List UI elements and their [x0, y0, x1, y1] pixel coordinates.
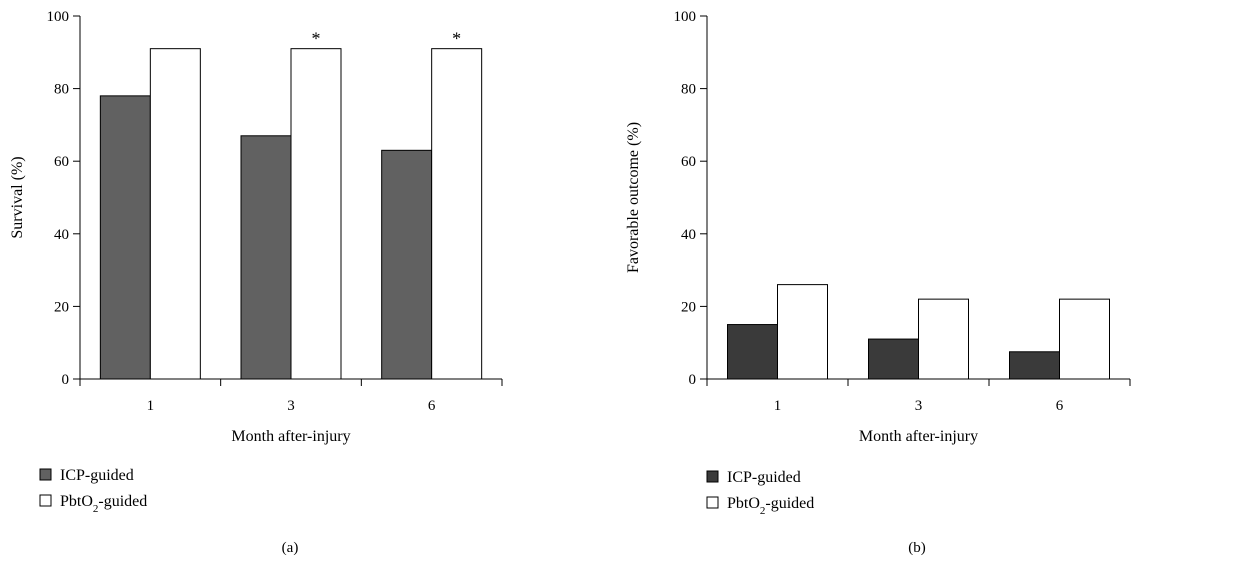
- panel-label: (a): [282, 540, 299, 556]
- x-tick-label: 6: [1056, 398, 1064, 414]
- bar-icp-month-1: [99, 95, 151, 380]
- bar-icp-month-3: [868, 338, 919, 380]
- x-axis-title: Month after-injury: [231, 428, 350, 445]
- legend-swatch: [39, 468, 52, 481]
- bar-pbto2-month-6: [431, 48, 483, 380]
- x-tick-label: 3: [915, 398, 923, 414]
- legend-label: PbtO2-guided: [60, 493, 147, 515]
- x-tick-label: 6: [428, 398, 436, 414]
- significance-marker: *: [452, 29, 461, 49]
- bar-icp-month-6: [1009, 351, 1060, 380]
- legend-swatch: [706, 496, 719, 509]
- bar-icp-month-6: [381, 149, 433, 380]
- legend-label: ICP-guided: [727, 469, 801, 486]
- bar-pbto2-month-1: [777, 284, 828, 380]
- y-tick-label: 20: [54, 299, 69, 315]
- bar-pbto2-month-3: [918, 298, 969, 380]
- x-tick-label: 1: [774, 398, 782, 414]
- y-axis-title: Survival (%): [9, 156, 26, 238]
- y-tick-label: 0: [62, 372, 70, 388]
- panel-label: (b): [908, 540, 926, 556]
- chart-panel-a: 0 20 40 60 80 100 1 3 6 * * Month after-injury Survi…: [9, 9, 503, 556]
- x-tick-label: 3: [287, 398, 295, 414]
- bar-pbto2-month-3: [290, 48, 342, 380]
- significance-marker: *: [312, 29, 321, 49]
- y-tick-label: 80: [54, 82, 69, 98]
- y-tick-label: 40: [681, 227, 696, 243]
- legend-label: ICP-guided: [60, 467, 134, 484]
- y-tick-label: 100: [674, 9, 697, 25]
- legend: ICP-guided PbtO2-guided: [39, 467, 147, 515]
- bar-pbto2-month-1: [149, 48, 201, 380]
- legend-swatch: [39, 494, 52, 507]
- chart-panel-b: 0 20 40 60 80 100 1 3 6 Month after-injury Favorab…: [625, 9, 1131, 556]
- y-tick-label: 60: [54, 154, 69, 170]
- bar-icp-month-1: [727, 324, 778, 380]
- bar-icp-month-3: [240, 135, 292, 380]
- y-tick-label: 40: [54, 227, 69, 243]
- legend-label: PbtO2-guided: [727, 495, 814, 517]
- y-tick-label: 0: [689, 372, 697, 388]
- y-tick-label: 60: [681, 154, 696, 170]
- y-tick-label: 20: [681, 299, 696, 315]
- y-tick-label: 100: [47, 9, 70, 25]
- x-axis-title: Month after-injury: [859, 428, 978, 445]
- y-tick-label: 80: [681, 82, 696, 98]
- y-axis-title: Favorable outcome (%): [625, 122, 642, 273]
- x-tick-label: 1: [147, 398, 155, 414]
- bar-pbto2-month-6: [1059, 298, 1110, 380]
- legend: ICP-guided PbtO2-guided: [706, 469, 814, 517]
- legend-swatch: [706, 470, 719, 483]
